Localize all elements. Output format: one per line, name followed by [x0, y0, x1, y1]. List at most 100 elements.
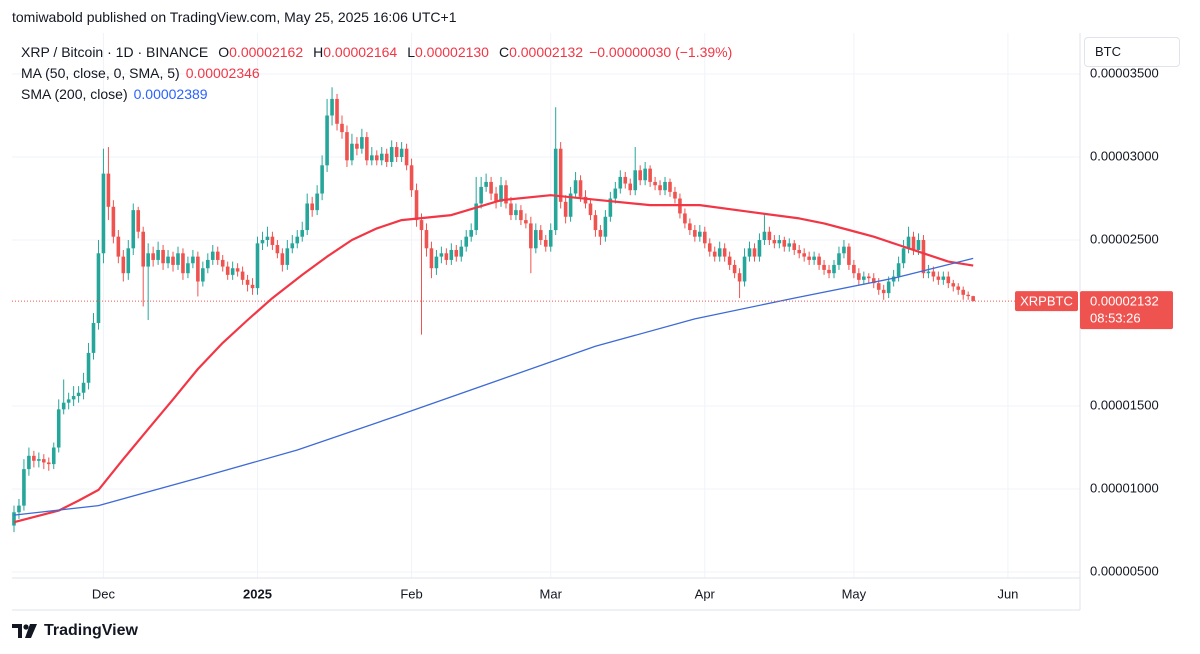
candle-body [181, 253, 185, 274]
candle-body [698, 231, 702, 237]
price-tag-value: 0.00002132 [1090, 294, 1159, 309]
candle-body [772, 240, 777, 244]
candle-body [742, 256, 747, 282]
candle-body [419, 220, 424, 231]
candle-body [176, 253, 180, 265]
candle-body [926, 271, 931, 274]
candle-body [817, 256, 821, 265]
currency-button[interactable]: BTC [1084, 37, 1180, 67]
candle-body [792, 243, 797, 250]
candle-body [235, 268, 240, 272]
candle-body [355, 143, 359, 149]
candle-body [489, 181, 493, 194]
candle-body [365, 137, 369, 161]
candle-body [96, 253, 101, 324]
labels: 0.00000500 0.00001000 0.00001500 0.00002500… [92, 65, 1173, 601]
candle-body [389, 147, 394, 162]
candle-body [722, 248, 727, 257]
candle-body [459, 246, 464, 257]
candle-body [280, 253, 285, 265]
candle-body [737, 273, 742, 282]
candle-body [225, 266, 230, 275]
candle-body [663, 181, 667, 191]
x-tick-label: Apr [695, 586, 716, 601]
candle-body [618, 176, 623, 189]
candle-body [350, 143, 354, 161]
candle-body [136, 210, 141, 232]
candle-body [901, 248, 906, 264]
candle-body [76, 392, 81, 397]
candle-body [215, 251, 220, 260]
candle-body [886, 281, 891, 294]
y-tick-label: 0.00001500 [1090, 397, 1159, 412]
candle-body [757, 240, 762, 257]
candle-body [434, 256, 439, 269]
candle-body [484, 181, 488, 187]
candle-body [131, 210, 136, 249]
x-tick-label: Feb [400, 586, 422, 601]
candle-body [469, 230, 474, 237]
candle-body [424, 230, 429, 249]
candle-body [941, 276, 946, 280]
candle-body [921, 240, 926, 274]
candle-body [12, 512, 16, 526]
grid [12, 33, 1080, 578]
ohlc-key: H [313, 44, 324, 60]
candle-body [658, 185, 662, 191]
candle-body [524, 220, 528, 224]
candle-body [17, 505, 21, 513]
candle-body [300, 230, 305, 237]
candle-body [191, 256, 195, 264]
candle-body [494, 193, 498, 202]
y-tick-label: 0.00001000 [1090, 480, 1159, 495]
moving-average [13, 194, 974, 524]
candle-body [881, 289, 886, 294]
candle-body [514, 210, 518, 216]
candle-body [519, 210, 523, 221]
candle-body [325, 115, 329, 166]
candle-body [42, 459, 46, 463]
candle-body [558, 148, 563, 202]
candle-body [702, 231, 707, 244]
candle-body [643, 168, 647, 181]
candle-body [543, 240, 548, 247]
candle-body [827, 269, 831, 274]
price-tag [1080, 291, 1173, 330]
candle-body [295, 236, 300, 244]
candle-body [693, 230, 697, 237]
candle-body [384, 153, 389, 162]
candle-body [499, 185, 503, 202]
candle-body [464, 236, 469, 247]
ohlc-key: O [218, 44, 230, 60]
candle-body [310, 203, 314, 211]
candle-body [638, 170, 642, 181]
candle-body [683, 213, 687, 224]
candle-body [707, 243, 712, 252]
ohlc-value: 0.00002132 [509, 44, 584, 60]
candle-body [230, 268, 235, 275]
candle-body [767, 231, 772, 241]
candle-body [668, 181, 672, 192]
candle-body [51, 447, 56, 465]
ohlc-key: C [498, 44, 510, 60]
candle-body [956, 286, 961, 290]
candle-body [563, 201, 568, 217]
candle-body [374, 155, 379, 161]
candle-body [260, 240, 265, 244]
candle-body [201, 268, 205, 282]
candle-body [141, 231, 146, 267]
candle-body [56, 409, 61, 448]
candle-body [121, 256, 126, 274]
candle-body [479, 186, 483, 204]
candle-body [916, 240, 921, 250]
candle-body [171, 256, 175, 265]
candle-body [876, 283, 881, 290]
x-tick-label: Mar [540, 586, 563, 601]
candle-body [837, 253, 841, 265]
candle-body [399, 148, 404, 158]
candle-body [529, 223, 533, 249]
candle-body [807, 256, 811, 260]
candle-body [598, 230, 603, 237]
candle-body [777, 240, 782, 244]
